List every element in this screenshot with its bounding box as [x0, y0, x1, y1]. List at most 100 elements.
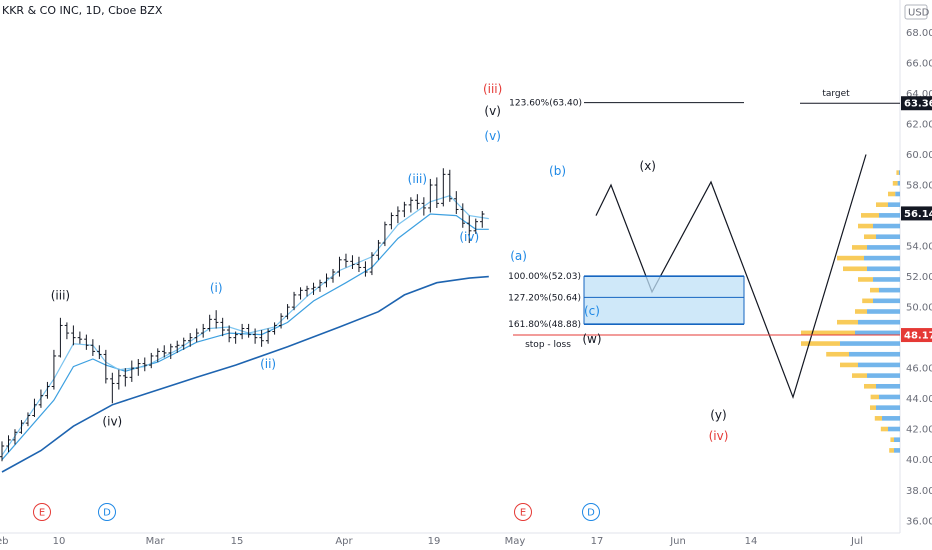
price-tag-box — [901, 206, 932, 221]
ohlc-bar — [38, 389, 44, 408]
volume-profile-bar-up — [880, 426, 888, 432]
ohlc-bar — [233, 331, 238, 344]
volume-profile-bar-down — [894, 448, 900, 453]
ohlc-bar — [337, 256, 342, 277]
volume-profile-bar-up — [889, 448, 894, 453]
ohlc-bar — [428, 178, 433, 213]
ohlc-bar — [389, 212, 394, 230]
wave-label: (y) — [710, 408, 726, 422]
ohlc-bar — [226, 325, 232, 343]
ohlc-bar — [97, 345, 102, 360]
ohlc-bar — [285, 304, 290, 320]
ohlc-bar — [421, 197, 427, 216]
wave-label: (a) — [510, 249, 527, 263]
wave-label: (v) — [484, 104, 500, 118]
ohlc-bar — [90, 339, 96, 356]
y-tick-label: 64.00 — [906, 89, 932, 100]
volume-profile-bar-down — [897, 181, 900, 186]
volume-profile-bar-down — [849, 351, 900, 357]
ohlc-bar — [480, 210, 485, 228]
event-marker[interactable]: D — [582, 503, 600, 521]
ohlc-bar — [395, 206, 401, 224]
x-tick-label: May — [505, 536, 526, 547]
ohlc-bar — [58, 317, 63, 358]
volume-profile-bar-down — [873, 223, 900, 229]
ohlc-bar — [415, 194, 420, 210]
event-marker-label: E — [39, 508, 45, 519]
event-marker-circle — [514, 503, 532, 521]
fib-level-label: 161.80%(48.88) — [508, 320, 581, 330]
volume-profile-bar-up — [858, 223, 873, 229]
ohlc-bar — [441, 168, 446, 207]
volume-profile-bar-down — [879, 394, 900, 400]
price-tag: 48.17 — [901, 328, 932, 343]
volume-profile-bar-up — [826, 351, 849, 357]
symbol-title[interactable]: KKR & CO INC, 1D, Cboe BZX — [2, 4, 163, 17]
wave-label: (iv) — [102, 414, 122, 428]
y-tick-label: 50.00 — [906, 303, 932, 314]
ohlc-bar — [298, 287, 303, 300]
ohlc-bar — [304, 285, 310, 297]
ohlc-bar — [454, 191, 459, 215]
volume-profile-bar-down — [867, 309, 900, 314]
volume-profile-bar-up — [892, 181, 898, 186]
event-marker[interactable]: E — [514, 503, 532, 521]
ohlc-bar — [460, 203, 465, 228]
y-tick-label: 42.00 — [906, 425, 932, 436]
price-tag: 56.14 — [901, 206, 932, 221]
y-tick-label: 40.00 — [906, 455, 932, 466]
ohlc-bar — [84, 334, 89, 350]
ohlc-bar — [350, 255, 355, 269]
x-tick-label: Jul — [850, 536, 863, 547]
ohlc-bar — [149, 352, 154, 369]
volume-profile-bar-up — [890, 437, 894, 443]
ohlc-bar — [45, 381, 50, 399]
volume-profile-bar-down — [879, 213, 900, 218]
currency-label: USD — [908, 8, 930, 19]
ohlc-bar — [25, 412, 31, 427]
volume-profile-bar-down — [895, 191, 900, 197]
volume-profile-bar-up — [801, 330, 855, 336]
volume-profile-bar-up — [870, 405, 876, 410]
fib-extension-box: 100.00%(52.03) 127.20%(50.64) 161.80%(48.8… — [508, 272, 745, 330]
ohlc-bar — [291, 291, 297, 311]
ohlc-bar — [402, 201, 407, 218]
currency-badge: USD — [904, 4, 930, 20]
event-marker[interactable]: E — [33, 503, 51, 521]
projection-path — [595, 154, 867, 400]
ohlc-bar — [447, 169, 453, 202]
ohlc-bar — [155, 348, 160, 363]
ohlc-bar — [369, 252, 375, 276]
price-tag-text: 63.36 — [904, 99, 932, 110]
event-marker-label: D — [103, 508, 111, 519]
event-marker[interactable]: D — [98, 503, 116, 521]
volume-profile-bar-down — [858, 319, 900, 325]
event-marker-label: E — [520, 508, 526, 519]
volume-profile-bar-up — [837, 319, 858, 325]
event-marker-circle — [98, 503, 116, 521]
fib-level-label: 100.00%(52.03) — [508, 272, 581, 282]
ohlc-bar — [272, 322, 277, 335]
wave-label: (v) — [484, 129, 500, 143]
ohlc-bar — [175, 340, 180, 353]
x-tick-label: Apr — [335, 536, 353, 547]
ohlc-bar — [343, 253, 349, 268]
stop-loss-label: stop - loss — [525, 340, 571, 350]
x-tick-label: 14 — [745, 536, 758, 547]
moving-average-slow — [1, 275, 489, 473]
y-tick-label: 62.00 — [906, 119, 932, 130]
volume-profile-bar-up — [870, 394, 879, 400]
ohlc-bar — [77, 331, 83, 344]
volume-profile-bar-down — [867, 373, 900, 378]
volume-profile-bar-down — [898, 170, 900, 175]
y-tick-label: 60.00 — [906, 150, 932, 161]
y-tick-label: 36.00 — [906, 516, 932, 527]
wave-label: (iv) — [459, 230, 479, 244]
ohlc-bar — [19, 420, 24, 434]
x-tick-label: 19 — [428, 536, 441, 547]
y-tick-label: 66.00 — [906, 58, 932, 69]
x-tick-label: eb — [0, 536, 9, 547]
y-tick-label: 44.00 — [906, 394, 932, 405]
volume-profile-bar-up — [861, 213, 879, 218]
